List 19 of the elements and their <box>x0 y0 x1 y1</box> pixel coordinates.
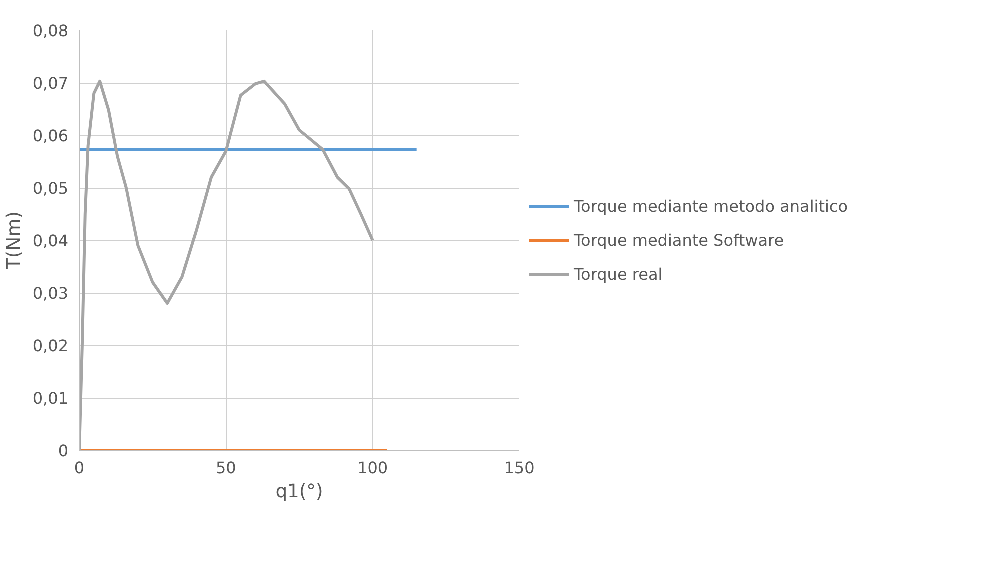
y-tick-label: 0,08 <box>32 22 68 40</box>
y-tick-label: 0,02 <box>32 336 68 356</box>
line-series <box>80 80 374 450</box>
legend-label: Torque mediante metodo analitico <box>574 196 848 216</box>
y-tick-label: 0,06 <box>32 126 68 146</box>
y-tick-label: 0,07 <box>32 74 68 93</box>
x-axis-title: q1(°) <box>276 482 324 502</box>
x-tick-label: 150 <box>504 458 535 478</box>
x-tick-label: 100 <box>358 458 388 478</box>
x-tick-label: 0 <box>74 458 85 478</box>
legend-label: Torque mediante Software <box>574 230 784 250</box>
legend-label: Torque real <box>574 264 663 284</box>
y-tick-label: 0,03 <box>32 284 68 303</box>
y-axis-title: T(Nm) <box>4 211 25 271</box>
y-tick-label: 0,05 <box>32 179 68 198</box>
x-tick-label: 50 <box>216 458 236 478</box>
y-tick-label: 0 <box>58 442 69 460</box>
y-tick-label: 0,04 <box>32 232 68 250</box>
y-tick-label: 0,01 <box>32 389 68 408</box>
